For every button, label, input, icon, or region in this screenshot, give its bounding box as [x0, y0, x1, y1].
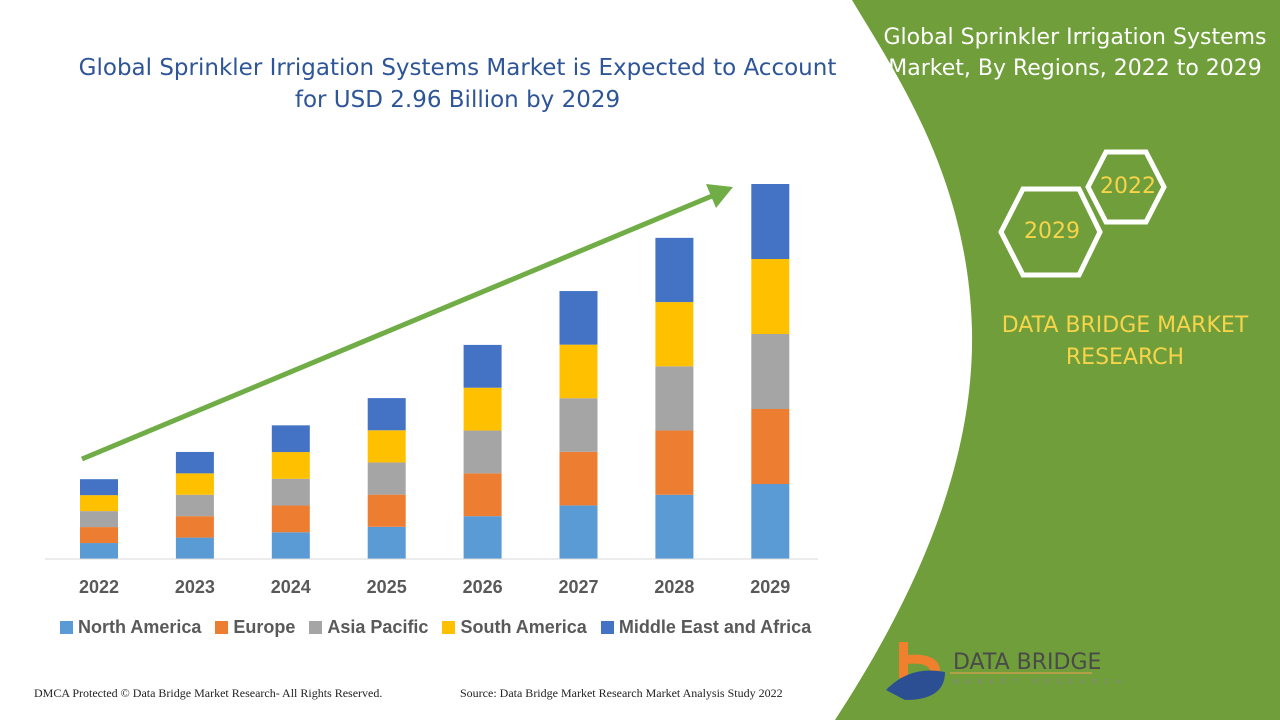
- hex-label-2022: 2022: [1100, 174, 1156, 199]
- x-tick-label: 2025: [367, 577, 407, 597]
- x-tick-label: 2024: [271, 577, 311, 597]
- bar-segment-2022-south-america: [80, 495, 118, 512]
- x-tick-label: 2023: [175, 577, 215, 597]
- legend: North America Europe Asia Pacific South Ame…: [60, 617, 811, 638]
- legend-swatch: [442, 621, 456, 634]
- bar-segment-2025-asia-pacific: [367, 462, 406, 495]
- bar-segment-2026-north-america: [463, 516, 502, 559]
- bar-segment-2024-south-america: [271, 452, 310, 479]
- x-tick-label: 2022: [79, 577, 119, 597]
- x-tick-label: 2028: [654, 577, 694, 597]
- legend-swatch: [600, 621, 614, 634]
- x-tick-label: 2029: [750, 577, 790, 597]
- bar-segment-2023-middle-east-and-africa: [175, 451, 214, 474]
- bar-segment-2029-europe: [751, 409, 790, 484]
- bar-segment-2029-south-america: [751, 259, 790, 334]
- legend-item: Asia Pacific: [309, 617, 428, 638]
- bar-segment-2024-middle-east-and-africa: [271, 425, 310, 453]
- bar-segment-2028-europe: [655, 430, 694, 495]
- bar-segment-2027-middle-east-and-africa: [559, 291, 598, 345]
- legend-label: Middle East and Africa: [618, 617, 812, 637]
- legend-label: Europe: [233, 617, 296, 637]
- bar-segment-2022-europe: [80, 527, 118, 544]
- logo-name: DATA BRIDGE: [953, 650, 1102, 675]
- bar-segment-2025-middle-east-and-africa: [367, 398, 406, 431]
- hex-label-2029: 2029: [1024, 219, 1080, 244]
- bar-segment-2022-middle-east-and-africa: [80, 479, 118, 496]
- bar-segment-2027-europe: [559, 451, 598, 506]
- bar-segment-2026-south-america: [463, 387, 502, 431]
- legend-label: Asia Pacific: [327, 617, 429, 637]
- legend-item: Middle East and Africa: [600, 617, 812, 638]
- trend-arrow: [81, 184, 733, 462]
- stacked-bar-chart: 2022 2023 2024 2025 2026 2027 2028 2029: [79, 184, 790, 597]
- chart-title: Global Sprinkler Irrigation Systems Mark…: [78, 55, 837, 113]
- bar-segment-2029-asia-pacific: [751, 334, 790, 409]
- bar-segment-2028-asia-pacific: [655, 366, 694, 431]
- bar-segment-2027-south-america: [559, 344, 598, 399]
- bar-segment-2022-asia-pacific: [80, 511, 118, 528]
- bar-segment-2025-south-america: [367, 430, 406, 463]
- brand-text: DATA BRIDGE MARKET RESEARCH: [1001, 313, 1249, 370]
- green-side-panel: [835, 0, 1280, 720]
- logo-tagline: MARKET RESEARCH: [953, 679, 1128, 686]
- x-tick-label: 2027: [558, 577, 598, 597]
- bar-segment-2026-europe: [463, 473, 502, 517]
- bar-segment-2026-asia-pacific: [463, 430, 502, 474]
- bar-segment-2028-south-america: [655, 302, 694, 367]
- bar-segment-2029-north-america: [751, 484, 790, 559]
- legend-swatch: [60, 621, 73, 634]
- logo-icon: [886, 642, 1092, 700]
- bar-segment-2029-middle-east-and-africa: [751, 184, 790, 259]
- side-panel-title: Global Sprinkler Irrigation Systems Mark…: [883, 25, 1267, 81]
- hexagon-2029: [998, 186, 1103, 278]
- source-note: Source: Data Bridge Market Research Mark…: [460, 686, 783, 700]
- bar-segment-2024-north-america: [271, 532, 310, 559]
- bar-segment-2028-middle-east-and-africa: [655, 237, 694, 303]
- bar-segment-2024-asia-pacific: [271, 478, 310, 506]
- hexagon-2022: [1085, 149, 1167, 225]
- legend-swatch: [309, 621, 323, 634]
- legend-label: North America: [78, 617, 202, 637]
- legend-item: South America: [442, 617, 587, 638]
- legend-swatch: [215, 621, 229, 634]
- bar-segment-2027-north-america: [559, 505, 598, 559]
- legend-label: South America: [460, 617, 587, 637]
- bar-segment-2023-asia-pacific: [175, 494, 214, 517]
- bar-segment-2025-north-america: [367, 526, 406, 559]
- bar-segment-2028-north-america: [655, 494, 694, 559]
- legend-item: North America: [60, 617, 201, 638]
- bar-segment-2023-south-america: [175, 473, 214, 495]
- x-tick-label: 2026: [463, 577, 503, 597]
- bar-segment-2024-europe: [271, 505, 310, 533]
- bar-segment-2022-north-america: [80, 543, 118, 559]
- bar-segment-2027-asia-pacific: [559, 398, 598, 452]
- bar-segment-2026-middle-east-and-africa: [463, 344, 502, 388]
- bar-segment-2023-europe: [175, 516, 214, 538]
- legend-item: Europe: [215, 617, 295, 638]
- bar-segment-2023-north-america: [175, 537, 214, 559]
- copyright-notice: DMCA Protected © Data Bridge Market Rese…: [34, 686, 383, 700]
- bar-segment-2025-europe: [367, 494, 406, 527]
